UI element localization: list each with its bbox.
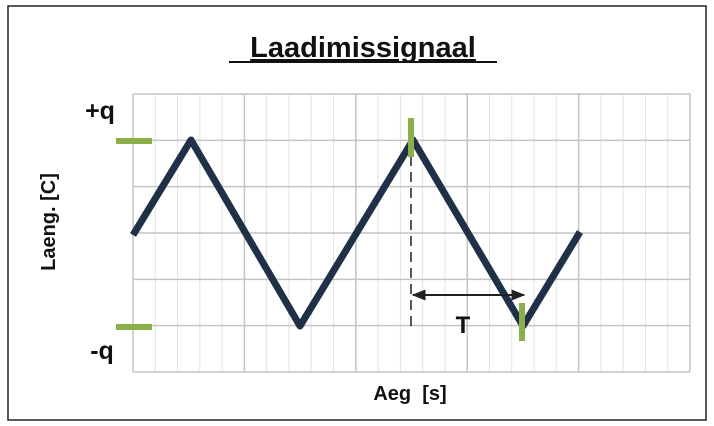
period-label: T	[456, 312, 471, 339]
minus-q-label: -q	[90, 337, 114, 365]
x-axis-label: Aeg [s]	[373, 383, 446, 405]
y-axis-label: Laeng. [C]	[38, 173, 60, 271]
signal	[130, 136, 583, 330]
title: Laadimissignaal	[250, 32, 476, 64]
plus-q-label: +q	[85, 97, 115, 125]
frame	[7, 5, 707, 421]
